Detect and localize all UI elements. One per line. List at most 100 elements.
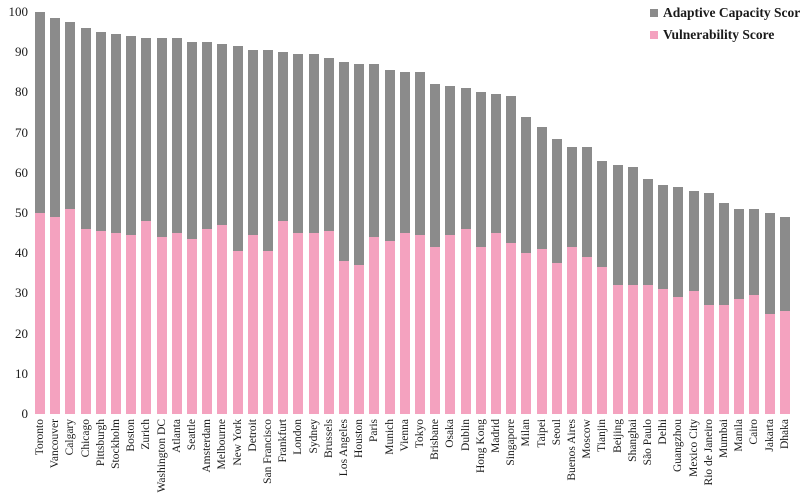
x-tick-label: Brisbane bbox=[429, 419, 442, 460]
adaptive-capacity-bar-segment bbox=[582, 146, 593, 258]
legend-item-vulnerability: Vulnerability Score bbox=[650, 27, 800, 43]
vulnerability-bar-segment bbox=[551, 263, 562, 414]
legend-label-vulnerability: Vulnerability Score bbox=[663, 27, 775, 42]
vulnerability-bar-segment bbox=[506, 243, 517, 414]
x-tick-label: Munich bbox=[383, 419, 396, 455]
adaptive-capacity-bar-segment bbox=[339, 62, 349, 262]
adaptive-capacity-bar-segment bbox=[734, 208, 745, 300]
x-tick-label: Hong Kong bbox=[474, 419, 487, 473]
y-tick-label: 70 bbox=[15, 124, 28, 140]
x-tick-label: Sydney bbox=[307, 419, 320, 454]
legend-swatch-adaptive-capacity bbox=[650, 9, 658, 17]
adaptive-capacity-bar-segment bbox=[187, 42, 197, 240]
adaptive-capacity-bar-segment bbox=[65, 22, 76, 209]
adaptive-capacity-bar-segment bbox=[308, 54, 319, 234]
vulnerability-bar-segment bbox=[263, 251, 273, 414]
x-tick-label: Taipei bbox=[535, 419, 548, 448]
adaptive-capacity-bar-segment bbox=[278, 52, 289, 222]
vulnerability-bar-segment bbox=[156, 237, 167, 414]
adaptive-capacity-bar-segment bbox=[217, 44, 228, 226]
x-tick-label: Pittsburgh bbox=[94, 419, 107, 467]
adaptive-capacity-bar-segment bbox=[50, 18, 61, 217]
y-tick-label: 30 bbox=[15, 285, 28, 301]
x-tick-label: Rio de Janeiro bbox=[702, 419, 715, 486]
vulnerability-bar-segment bbox=[369, 237, 380, 414]
x-tick-label: Calgary bbox=[64, 419, 77, 456]
adaptive-capacity-bar-segment bbox=[673, 186, 684, 298]
vulnerability-bar-segment bbox=[232, 251, 243, 414]
adaptive-capacity-bar-segment bbox=[111, 34, 121, 234]
vulnerability-bar-segment bbox=[719, 305, 729, 414]
y-tick-label: 40 bbox=[15, 245, 28, 261]
y-tick-label: 50 bbox=[15, 205, 28, 220]
vulnerability-bar-segment bbox=[323, 231, 334, 414]
adaptive-capacity-bar-segment bbox=[749, 208, 760, 296]
x-tick-label: Jakarta bbox=[763, 419, 776, 452]
legend-swatch-vulnerability bbox=[650, 31, 658, 39]
adaptive-capacity-bar-segment bbox=[551, 138, 562, 264]
x-tick-label: Cairo bbox=[748, 419, 761, 445]
adaptive-capacity-bar-segment bbox=[445, 86, 456, 236]
adaptive-capacity-bar-segment bbox=[719, 202, 729, 306]
y-tick-label: 90 bbox=[15, 44, 28, 60]
adaptive-capacity-bar-segment bbox=[491, 94, 501, 234]
x-tick-label: Melbourne bbox=[216, 419, 229, 470]
adaptive-capacity-bar-segment bbox=[156, 38, 167, 238]
vulnerability-bar-segment bbox=[202, 229, 213, 414]
vulnerability-bar-segment bbox=[597, 267, 608, 414]
x-tick-label: Paris bbox=[368, 419, 381, 442]
vulnerability-bar-segment bbox=[430, 247, 441, 414]
y-tick-label: 80 bbox=[15, 84, 28, 100]
adaptive-capacity-bar-segment bbox=[384, 70, 395, 242]
x-tick-label: Singapore bbox=[505, 419, 518, 466]
adaptive-capacity-bar-segment bbox=[597, 160, 608, 268]
x-tick-label: Osaka bbox=[444, 419, 457, 448]
y-tick-label: 60 bbox=[15, 164, 28, 180]
vulnerability-bar-segment bbox=[247, 235, 258, 414]
x-tick-label: Manila bbox=[733, 419, 746, 452]
x-tick-label: Vienna bbox=[398, 419, 411, 452]
vulnerability-bar-segment bbox=[111, 233, 121, 414]
y-tick-label: 0 bbox=[21, 406, 29, 421]
vulnerability-bar-segment bbox=[521, 253, 532, 414]
vulnerability-bar-segment bbox=[415, 235, 425, 414]
vulnerability-bar-segment bbox=[354, 265, 365, 414]
adaptive-capacity-bar-segment bbox=[764, 213, 775, 314]
adaptive-capacity-bar-segment bbox=[232, 46, 243, 252]
adaptive-capacity-bar-segment bbox=[399, 72, 410, 234]
vulnerability-bar-segment bbox=[703, 305, 714, 414]
legend-item-adaptive-capacity: Adaptive Capacity Score bbox=[650, 5, 800, 21]
adaptive-capacity-bar-segment bbox=[263, 50, 273, 252]
vulnerability-bar-segment bbox=[734, 299, 745, 414]
x-tick-label: Mexico City bbox=[687, 419, 700, 477]
adaptive-capacity-bar-segment bbox=[627, 166, 638, 286]
y-tick-label: 100 bbox=[8, 4, 29, 19]
adaptive-capacity-bar-segment bbox=[202, 42, 213, 230]
adaptive-capacity-bar-segment bbox=[35, 12, 45, 213]
x-tick-label: Seattle bbox=[186, 419, 198, 451]
x-tick-label: Washington DC bbox=[155, 419, 168, 493]
vulnerability-bar-segment bbox=[643, 285, 653, 414]
adaptive-capacity-bar-segment bbox=[369, 64, 380, 238]
vulnerability-bar-segment bbox=[567, 247, 577, 414]
x-tick-label: Tokyo bbox=[414, 419, 426, 449]
vulnerability-bar-segment bbox=[673, 297, 684, 414]
x-tick-label: Chicago bbox=[79, 419, 92, 458]
vulnerability-bar-segment bbox=[187, 239, 197, 414]
vulnerability-bar-segment bbox=[278, 221, 289, 414]
vulnerability-bar-segment bbox=[217, 225, 228, 414]
adaptive-capacity-bar-segment bbox=[247, 50, 258, 236]
x-tick-label: Dublin bbox=[459, 419, 472, 451]
x-tick-label: Seoul bbox=[550, 419, 563, 446]
adaptive-capacity-bar-segment bbox=[658, 184, 669, 290]
vulnerability-bar-segment bbox=[65, 208, 76, 414]
x-tick-label: Tianjin bbox=[596, 419, 609, 452]
adaptive-capacity-bar-segment bbox=[430, 84, 441, 248]
adaptive-capacity-bar-segment bbox=[567, 146, 577, 248]
x-tick-label: Amsterdam bbox=[201, 419, 214, 473]
vulnerability-bar-segment bbox=[779, 311, 790, 414]
adaptive-capacity-bar-segment bbox=[643, 178, 653, 286]
vulnerability-bar-segment bbox=[475, 247, 486, 414]
x-tick-label: Shanghai bbox=[626, 419, 639, 462]
adaptive-capacity-bar-segment bbox=[521, 116, 532, 254]
